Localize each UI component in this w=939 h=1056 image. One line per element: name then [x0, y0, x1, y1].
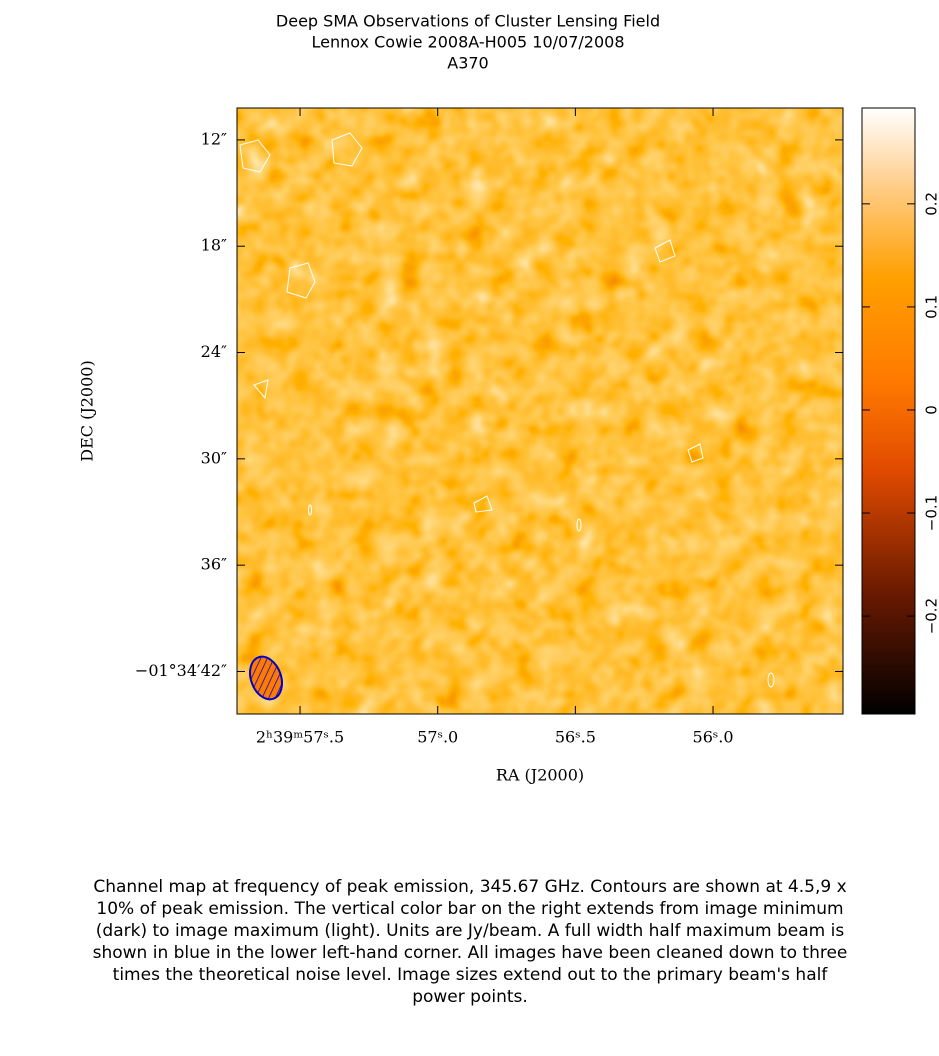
image — [237, 108, 843, 714]
y-tick-label: 24″ — [201, 342, 227, 361]
caption: Channel map at frequency of peak emissio… — [92, 877, 848, 1007]
title-line: Lennox Cowie 2008A-H005 10/07/2008 — [312, 33, 625, 52]
y-tick-label: 30″ — [201, 448, 227, 467]
y-axis-label: DEC (J2000) — [78, 360, 97, 461]
chart: Deep SMA Observations of Cluster Lensing… — [78, 12, 939, 785]
y-tick-label: 18″ — [201, 236, 227, 255]
colorbar-tick-label: 0.1 — [923, 295, 939, 319]
x-tick-label: 57ˢ.0 — [417, 728, 458, 747]
y-tick-label: 12″ — [201, 129, 227, 148]
x-tick-label: 2ʰ39ᵐ57ˢ.5 — [256, 728, 344, 747]
contours — [239, 132, 775, 688]
title-line: A370 — [447, 54, 488, 73]
y-tick-label: −01°34′42″ — [135, 661, 227, 680]
colorbar-tick-label: 0.2 — [923, 192, 939, 216]
title-line: Deep SMA Observations of Cluster Lensing… — [276, 12, 660, 31]
beam — [249, 655, 283, 701]
colorbar-tick-label: 0 — [923, 405, 939, 415]
x-tick-label: 56ˢ.0 — [693, 728, 734, 747]
colorbar — [861, 107, 916, 715]
image-frame — [236, 107, 844, 715]
colorbar-tick-label: −0.1 — [923, 495, 939, 531]
y-tick-label: 36″ — [201, 555, 227, 574]
x-tick-label: 56ˢ.5 — [555, 728, 596, 747]
colorbar-tick-label: −0.2 — [923, 598, 939, 634]
x-axis-label: RA (J2000) — [496, 766, 584, 785]
